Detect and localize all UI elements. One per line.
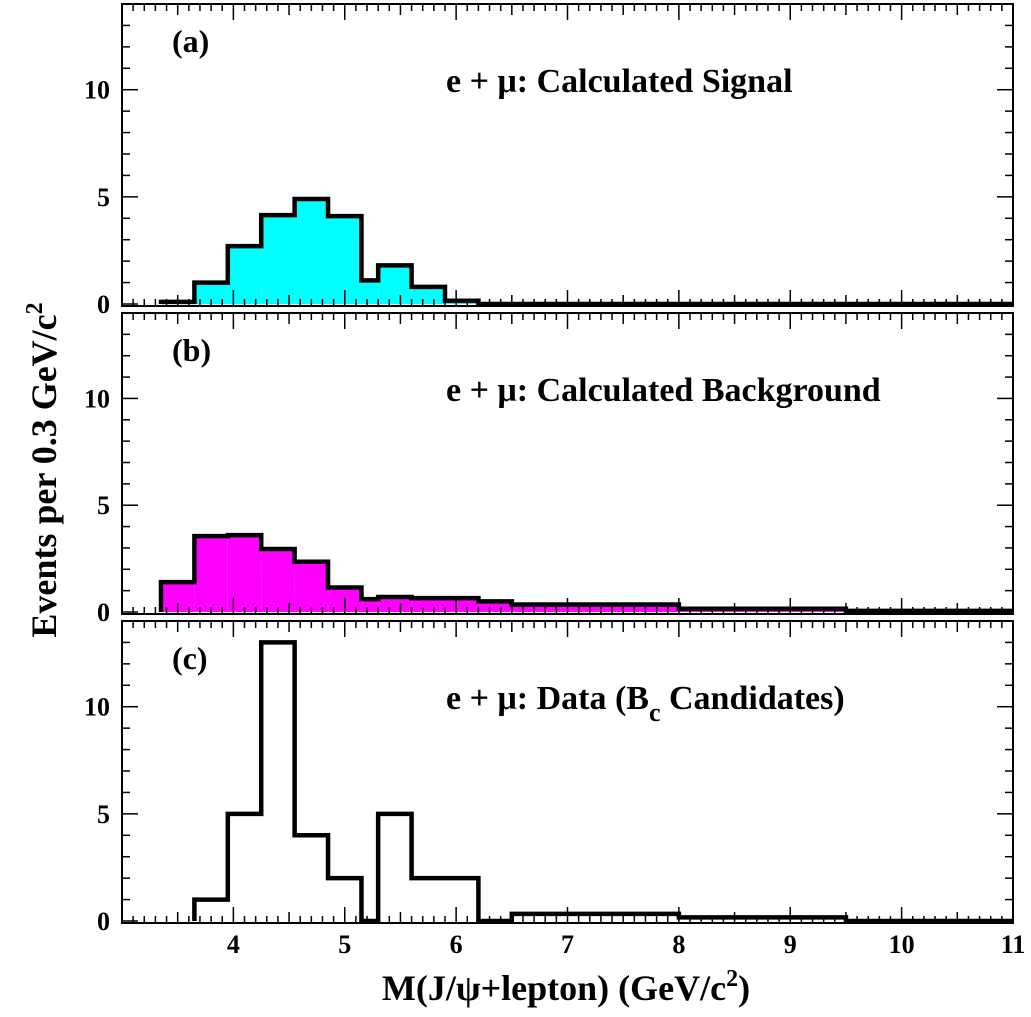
panel-title-tail: Candidates) <box>661 680 845 717</box>
x-axis-title-main: M(J/ψ+lepton) (GeV/c <box>382 968 726 1008</box>
panel-tag: (c) <box>172 640 208 676</box>
histogram-outline <box>158 196 1013 307</box>
histogram-bin-fill <box>478 601 512 612</box>
panel-title: e + μ: Calculated Background <box>446 372 881 409</box>
histogram-bin-fill <box>294 199 329 304</box>
histogram-bin-fill <box>194 536 228 612</box>
panel-title-main: Calculated Signal <box>537 63 793 100</box>
panel-title: e + μ: Data (Bc Candidates) <box>446 680 845 727</box>
x-tick-label: 10 <box>889 930 915 959</box>
y-axis-title-main: Events per 0.3 GeV/c <box>24 314 64 637</box>
x-tick-label: 8 <box>672 930 685 959</box>
histogram-bin-fill <box>411 286 445 304</box>
panel-title-main: Calculated Background <box>537 372 881 409</box>
panel-tag: (b) <box>172 332 211 368</box>
panel-title-prefix: e + μ: <box>446 372 537 409</box>
x-axis-title-sup: 2 <box>726 966 738 992</box>
x-tick-label: 4 <box>227 930 240 959</box>
x-axis-title-tail: ) <box>738 968 750 1008</box>
histogram-bin-fill <box>294 561 329 612</box>
panel-frame <box>121 620 1014 924</box>
histogram-bin-fill <box>361 280 379 304</box>
x-tick-label: 11 <box>1001 930 1026 959</box>
histogram-bin-fill <box>411 598 445 612</box>
y-tick-label: 10 <box>84 384 110 413</box>
y-axis-title-sup: 2 <box>22 302 48 314</box>
histogram-bin-fill <box>361 599 379 612</box>
panel-title-main: Data (B <box>537 680 649 717</box>
x-axis-title: M(J/ψ+lepton) (GeV/c2) <box>382 966 750 1008</box>
histogram-bin-fill <box>444 598 479 612</box>
histogram-bin-fill <box>261 215 295 304</box>
x-tick-label: 9 <box>784 930 797 959</box>
panel-title-sub: c <box>649 698 661 727</box>
histogram-bin-fill <box>328 216 362 304</box>
panel-title-prefix: e + μ: <box>446 680 537 717</box>
x-tick-label: 7 <box>561 930 574 959</box>
y-tick-label: 5 <box>97 800 110 829</box>
histogram-bin-fill <box>378 597 412 612</box>
histogram-outline <box>158 532 1013 614</box>
y-tick-label: 0 <box>97 598 110 627</box>
x-tick-label: 6 <box>450 930 463 959</box>
y-tick-label: 0 <box>97 907 110 936</box>
panel-2: 0 5 10 (b) e + μ: Calculated Background <box>84 312 1014 627</box>
panel-title: e + μ: Calculated Signal <box>446 63 793 100</box>
x-tick-label: 5 <box>338 930 351 959</box>
panel-3: 0 5 10 (c) e + μ: Data (Bc Candidates) <box>84 620 1014 936</box>
histogram-bin-fill <box>261 548 295 612</box>
y-tick-label: 5 <box>97 183 110 212</box>
histogram-bin-fill <box>511 604 679 612</box>
panel-tag: (a) <box>172 23 209 59</box>
y-tick-label: 5 <box>97 491 110 520</box>
y-tick-label: 0 <box>97 290 110 319</box>
histogram-bin-fill <box>378 265 412 304</box>
panel-1: 0 5 10 (a) e + μ: Calculated Signal <box>84 3 1014 319</box>
y-axis-title: Events per 0.3 GeV/c2 <box>22 302 64 637</box>
histogram-bin-fill <box>194 282 228 304</box>
y-tick-label: 10 <box>84 76 110 105</box>
panel-title-prefix: e + μ: <box>446 63 537 100</box>
y-tick-label: 10 <box>84 693 110 722</box>
panels-layer: 0 5 10 (a) e + μ: Calculated Signal 0 5 10 (b) e … <box>84 3 1026 959</box>
